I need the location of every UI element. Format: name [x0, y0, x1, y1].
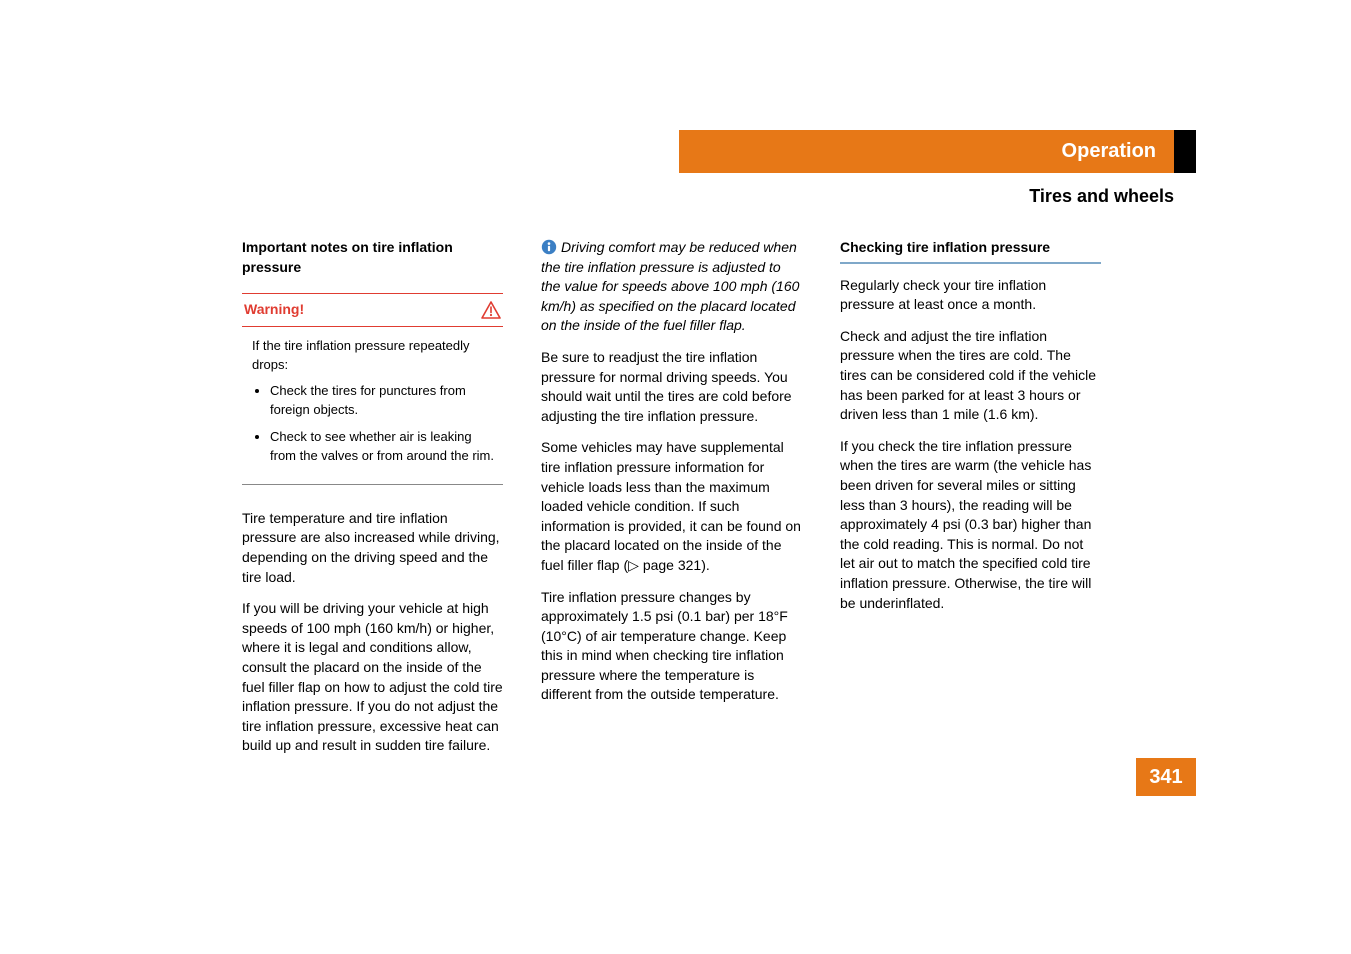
body-text: Regularly check your tire inflation pres…	[840, 276, 1101, 315]
body-text: If you will be driving your vehicle at h…	[242, 599, 503, 756]
page-reference[interactable]: ▷ page 321	[628, 557, 701, 573]
info-icon	[541, 239, 557, 255]
content-columns: Important notes on tire inflation pressu…	[242, 238, 1102, 768]
info-note-text: Driving comfort may be reduced when the …	[541, 239, 799, 333]
column-2: Driving comfort may be reduced when the …	[541, 238, 802, 768]
body-text: Check and adjust the tire inflation pres…	[840, 327, 1101, 425]
body-text-part: ).	[701, 557, 710, 573]
col3-heading: Checking tire inflation pressure	[840, 238, 1101, 258]
info-note: Driving comfort may be reduced when the …	[541, 238, 802, 336]
warning-bullet: Check to see whether air is leaking from…	[270, 428, 497, 466]
warning-list: Check the tires for punctures from forei…	[270, 382, 497, 465]
column-1: Important notes on tire inflation pressu…	[242, 238, 503, 768]
warning-header: Warning!	[242, 293, 503, 327]
chapter-band: Operation	[679, 130, 1174, 173]
body-text: Some vehicles may have supplemental tire…	[541, 438, 802, 575]
section-title: Tires and wheels	[658, 186, 1174, 207]
body-text: Be sure to readjust the tire inflation p…	[541, 348, 802, 426]
page: Operation Tires and wheels Important not…	[0, 0, 1351, 954]
body-text: If you check the tire inflation pressure…	[840, 437, 1101, 613]
warning-label: Warning!	[244, 300, 304, 320]
warning-intro: If the tire inflation pressure repeatedl…	[252, 337, 497, 375]
warning-triangle-icon	[481, 301, 501, 319]
column-3: Checking tire inflation pressure Regular…	[840, 238, 1101, 768]
tab-marker	[1174, 130, 1196, 173]
warning-box: Warning! If the tire inflation pressure …	[242, 293, 503, 485]
col1-heading: Important notes on tire inflation pressu…	[242, 238, 503, 277]
warning-bullet: Check the tires for punctures from forei…	[270, 382, 497, 420]
body-text: Tire inflation pressure changes by appro…	[541, 588, 802, 706]
heading-rule	[840, 262, 1101, 264]
body-text-part: Some vehicles may have supplemental tire…	[541, 439, 801, 573]
warning-body: If the tire inflation pressure repeatedl…	[242, 327, 503, 485]
page-number-text: 341	[1149, 766, 1182, 789]
page-number: 341	[1136, 758, 1196, 796]
body-text: Tire temperature and tire inflation pres…	[242, 509, 503, 587]
chapter-title: Operation	[1062, 140, 1156, 163]
